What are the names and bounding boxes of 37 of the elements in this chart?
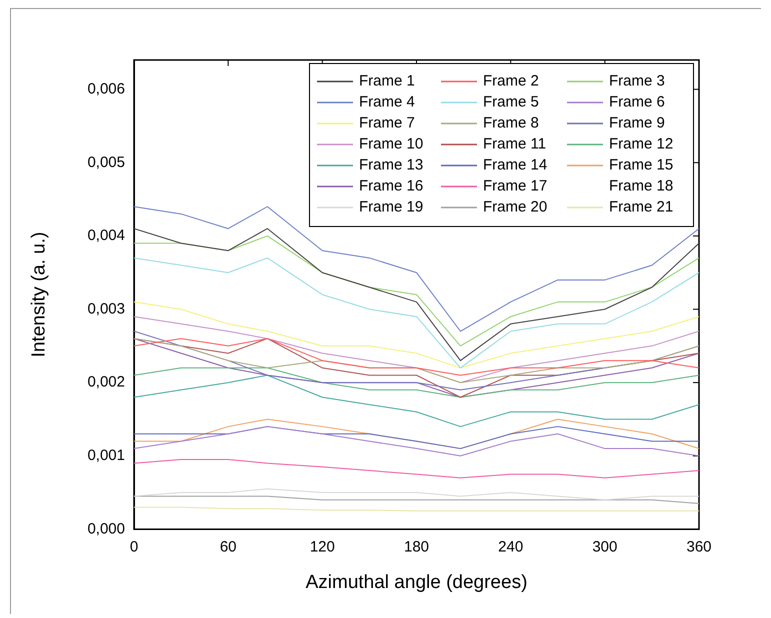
x-tick-label: 120: [310, 538, 335, 556]
legend-label: Frame 12: [609, 136, 674, 153]
legend-label: Frame 19: [359, 198, 424, 216]
y-tick-label: 0,003: [87, 300, 125, 318]
legend-label: Frame 3: [609, 72, 665, 90]
legend-label: Frame 14: [483, 156, 548, 174]
x-tick-label: 180: [404, 538, 430, 556]
x-tick-label: 300: [592, 538, 618, 556]
legend-label: Frame 7: [359, 114, 415, 132]
legend-label: Frame 13: [359, 156, 424, 174]
legend-label: Frame 1: [359, 72, 415, 90]
legend-label: Frame 20: [483, 198, 548, 216]
text: Frame 18: [609, 178, 674, 195]
legend-label: Frame 6: [609, 94, 665, 111]
legend-label: Frame 5: [483, 94, 539, 111]
legend-label: Frame 15: [609, 156, 674, 174]
x-tick-label: 240: [498, 538, 524, 556]
y-tick-label: 0,004: [87, 227, 125, 244]
legend-label: Frame 9: [609, 114, 665, 132]
legend-label: Frame 10: [359, 136, 424, 153]
legend-label: Frame 21: [609, 198, 674, 216]
x-axis-title: Azimuthal angle (degrees): [306, 572, 528, 593]
legend-label: Frame 8: [483, 114, 539, 132]
legend-label: Frame 2: [483, 72, 539, 90]
legend-label: Frame 11: [483, 136, 546, 153]
y-tick-label: 0,002: [87, 374, 125, 391]
y-tick-label: 0,000: [87, 520, 125, 538]
legend-label: Frame 17: [483, 178, 548, 195]
y-tick-label: 0,001: [87, 447, 125, 464]
y-tick-label: 0,006: [87, 80, 125, 98]
y-axis-title: Intensity (a. u.): [28, 232, 50, 358]
legend-label: Frame 16: [359, 178, 424, 195]
x-tick-label: 360: [686, 538, 712, 556]
x-tick-label: 0: [130, 538, 138, 556]
x-tick-label: 60: [220, 538, 237, 556]
y-tick-label: 0,005: [87, 154, 125, 171]
legend-label: Frame 4: [359, 94, 415, 111]
